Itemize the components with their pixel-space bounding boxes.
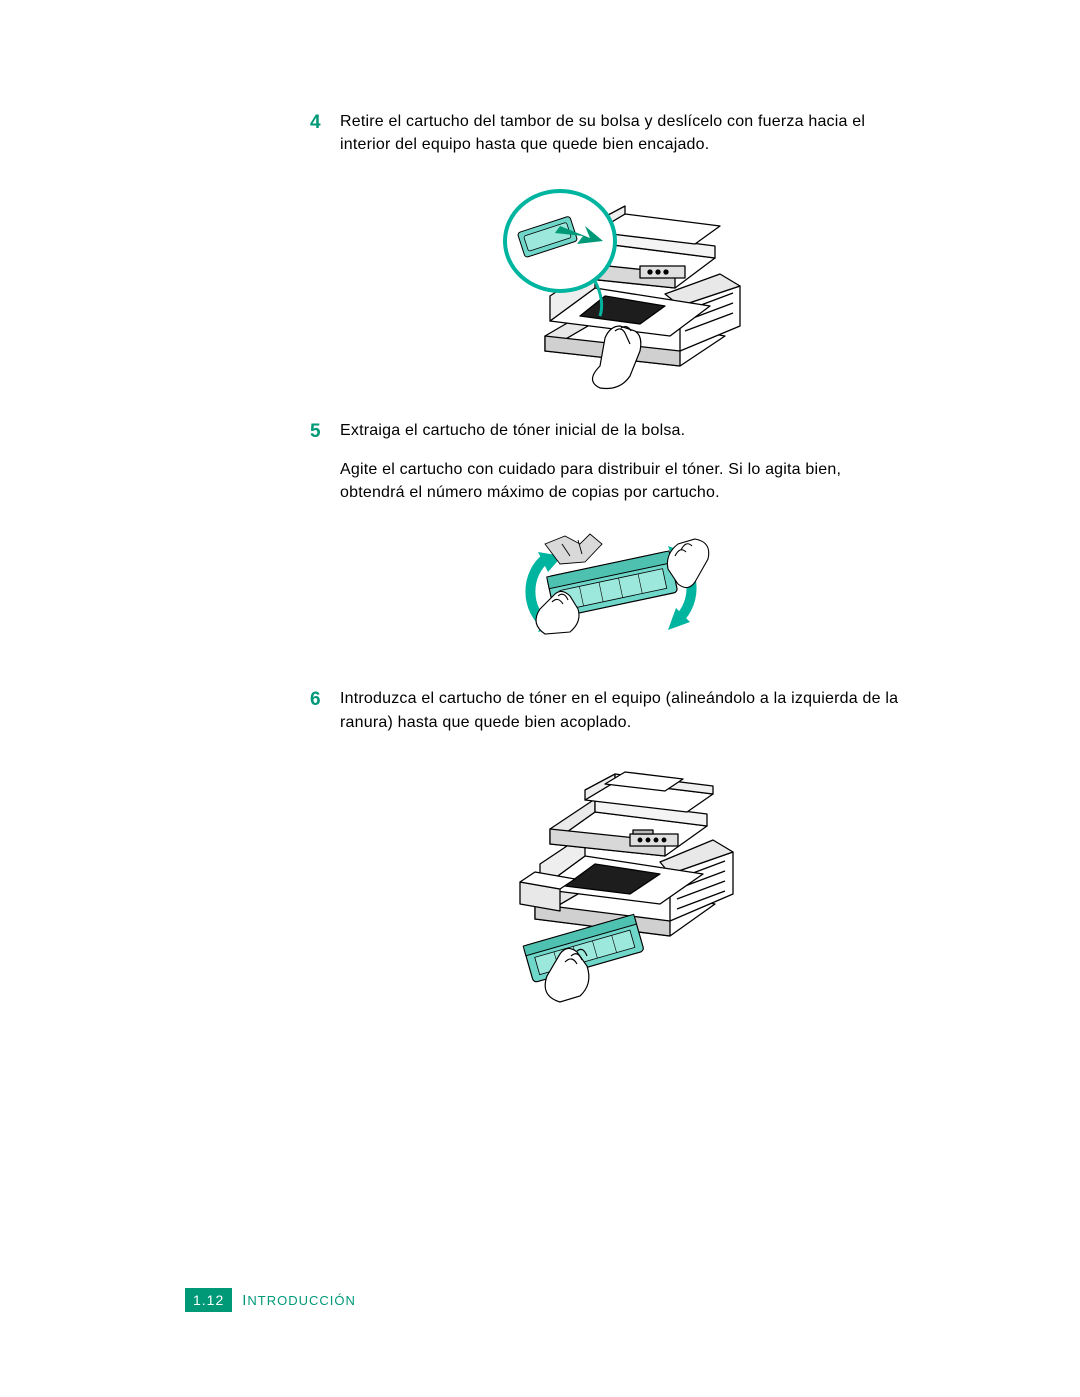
illustration-step-6 bbox=[310, 744, 910, 1009]
step-6: 6 Introduzca el cartucho de tóner en el … bbox=[310, 687, 910, 733]
printer-toner-illustration bbox=[465, 744, 755, 1009]
step-number: 4 bbox=[310, 110, 340, 137]
step-number: 5 bbox=[310, 419, 340, 446]
step-5: 5 Extraiga el cartucho de tóner inicial … bbox=[310, 419, 910, 446]
step-text: Extraiga el cartucho de tóner inicial de… bbox=[340, 419, 685, 442]
printer-drum-illustration bbox=[465, 166, 755, 391]
step-number: 6 bbox=[310, 687, 340, 714]
illustration-step-4 bbox=[310, 166, 910, 391]
page-number-badge: 1.12 bbox=[185, 1288, 232, 1312]
section-name: INTRODUCCIÓN bbox=[242, 1292, 356, 1309]
page-footer: 1.12 INTRODUCCIÓN bbox=[185, 1288, 356, 1312]
step-text: Introduzca el cartucho de tóner en el eq… bbox=[340, 687, 910, 733]
shake-toner-illustration bbox=[490, 514, 730, 659]
step-text: Retire el cartucho del tambor de su bols… bbox=[340, 110, 910, 156]
illustration-step-5 bbox=[310, 514, 910, 659]
step-4: 4 Retire el cartucho del tambor de su bo… bbox=[310, 110, 910, 156]
manual-page: 4 Retire el cartucho del tambor de su bo… bbox=[0, 0, 1080, 1397]
step-5-extra: Agite el cartucho con cuidado para distr… bbox=[340, 458, 910, 504]
